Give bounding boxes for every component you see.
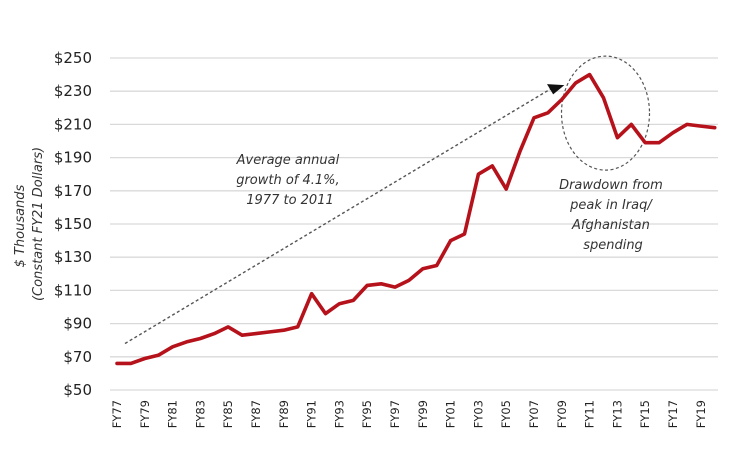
- growth-annotation-line-2: growth of 4.1%,: [236, 173, 339, 188]
- x-tick-label: FY83: [193, 400, 207, 428]
- y-tick-label: $50: [63, 381, 92, 399]
- y-tick-label: $130: [54, 248, 92, 266]
- y-tick-label: $190: [54, 149, 92, 167]
- x-tick-label: FY81: [166, 400, 180, 428]
- y-tick-label: $170: [54, 182, 92, 200]
- y-tick-label: $230: [54, 82, 92, 100]
- y-axis-label-line-2: (Constant FY21 Dollars): [31, 147, 46, 301]
- x-tick-label: FY89: [277, 400, 291, 428]
- y-tick-label: $70: [63, 348, 92, 366]
- x-tick-label: FY13: [610, 400, 624, 428]
- y-axis-ticks: $50 $70 $90 $110 $130 $150 $170 $190 $210 $230 $25…: [54, 49, 92, 399]
- x-axis-ticks: FY77 FY79 FY81 FY83 FY85 FY87 FY89 FY91 FY93 FY95…: [110, 400, 708, 428]
- x-tick-label: FY99: [416, 400, 430, 428]
- drawdown-annotation-line-2: peak in Iraq/: [569, 198, 653, 213]
- drawdown-ellipse: [560, 55, 651, 171]
- x-tick-label: FY95: [360, 400, 374, 428]
- x-tick-label: FY07: [527, 400, 541, 428]
- x-tick-label: FY03: [471, 400, 485, 428]
- y-tick-label: $250: [54, 49, 92, 67]
- x-tick-label: FY19: [694, 400, 708, 428]
- drawdown-annotation-line-4: spending: [583, 238, 643, 253]
- arrowhead-icon: [547, 84, 565, 95]
- gridlines: [110, 57, 718, 391]
- y-tick-label: $210: [54, 115, 92, 133]
- y-tick-label: $90: [63, 315, 92, 333]
- x-tick-label: FY77: [110, 400, 124, 428]
- x-tick-label: FY15: [638, 400, 652, 428]
- x-tick-label: FY93: [332, 400, 346, 428]
- x-tick-label: FY91: [305, 400, 319, 428]
- x-tick-label: FY87: [249, 400, 263, 428]
- y-axis-label-line-1: $ Thousands: [13, 184, 28, 267]
- x-tick-label: FY85: [221, 400, 235, 428]
- x-tick-label: FY09: [555, 400, 569, 428]
- drawdown-annotation-line-1: Drawdown from: [559, 178, 663, 193]
- x-tick-label: FY97: [388, 400, 402, 428]
- drawdown-annotation-line-3: Afghanistan: [571, 218, 650, 233]
- growth-annotation-line-3: 1977 to 2011: [246, 193, 333, 208]
- series-line: [115, 72, 717, 366]
- trend-arrow: [124, 87, 553, 345]
- x-tick-label: FY17: [666, 400, 680, 428]
- series-group: [115, 72, 717, 366]
- x-tick-label: FY11: [583, 400, 597, 428]
- drawdown-annotation-text: Drawdown from peak in Iraq/ Afghanistan …: [559, 178, 667, 253]
- growth-annotation-line-1: Average annual: [236, 153, 340, 168]
- y-tick-label: $150: [54, 215, 92, 233]
- x-tick-label: FY05: [499, 400, 513, 428]
- growth-annotation-text: Average annual growth of 4.1%, 1977 to 2…: [236, 153, 344, 208]
- x-tick-label: FY01: [444, 400, 458, 428]
- y-tick-label: $110: [54, 281, 92, 299]
- y-axis-label: $ Thousands (Constant FY21 Dollars): [13, 147, 46, 301]
- annotations: Average annual growth of 4.1%, 1977 to 2…: [124, 55, 667, 345]
- x-tick-label: FY79: [138, 400, 152, 428]
